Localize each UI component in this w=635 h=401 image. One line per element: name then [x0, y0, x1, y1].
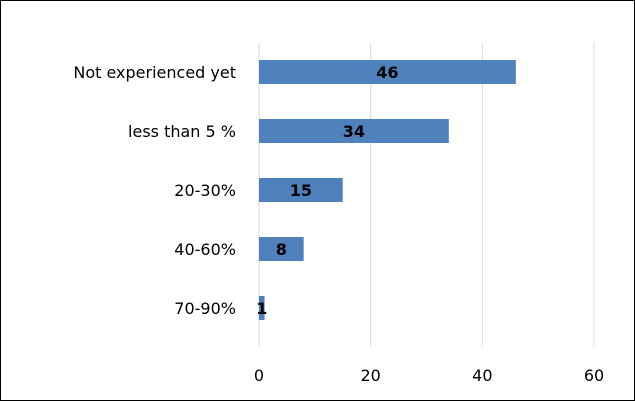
bar	[259, 60, 516, 84]
category-label: less than 5 %	[128, 122, 236, 141]
bars	[259, 60, 516, 320]
category-label: 40-60%	[174, 240, 236, 259]
data-label: 46	[376, 63, 398, 82]
bar	[259, 237, 304, 261]
data-label: 34	[343, 122, 365, 141]
x-tick-label: 60	[584, 366, 604, 385]
data-labels: 46 34 15 8 1	[256, 63, 398, 318]
x-axis-tick-labels: 0 20 40 60	[254, 366, 604, 385]
data-label: 8	[276, 240, 287, 259]
data-label: 15	[290, 181, 312, 200]
x-tick-label: 20	[360, 366, 380, 385]
x-tick-label: 0	[254, 366, 264, 385]
category-label: Not experienced yet	[73, 63, 236, 82]
category-label: 20-30%	[174, 181, 236, 200]
bar	[259, 178, 343, 202]
category-labels: Not experienced yet less than 5 % 20-30% 40…	[73, 63, 236, 318]
x-tick-label: 40	[472, 366, 492, 385]
category-label: 70-90%	[174, 299, 236, 318]
bar	[259, 119, 449, 143]
data-label: 1	[256, 299, 267, 318]
bar	[259, 296, 265, 320]
